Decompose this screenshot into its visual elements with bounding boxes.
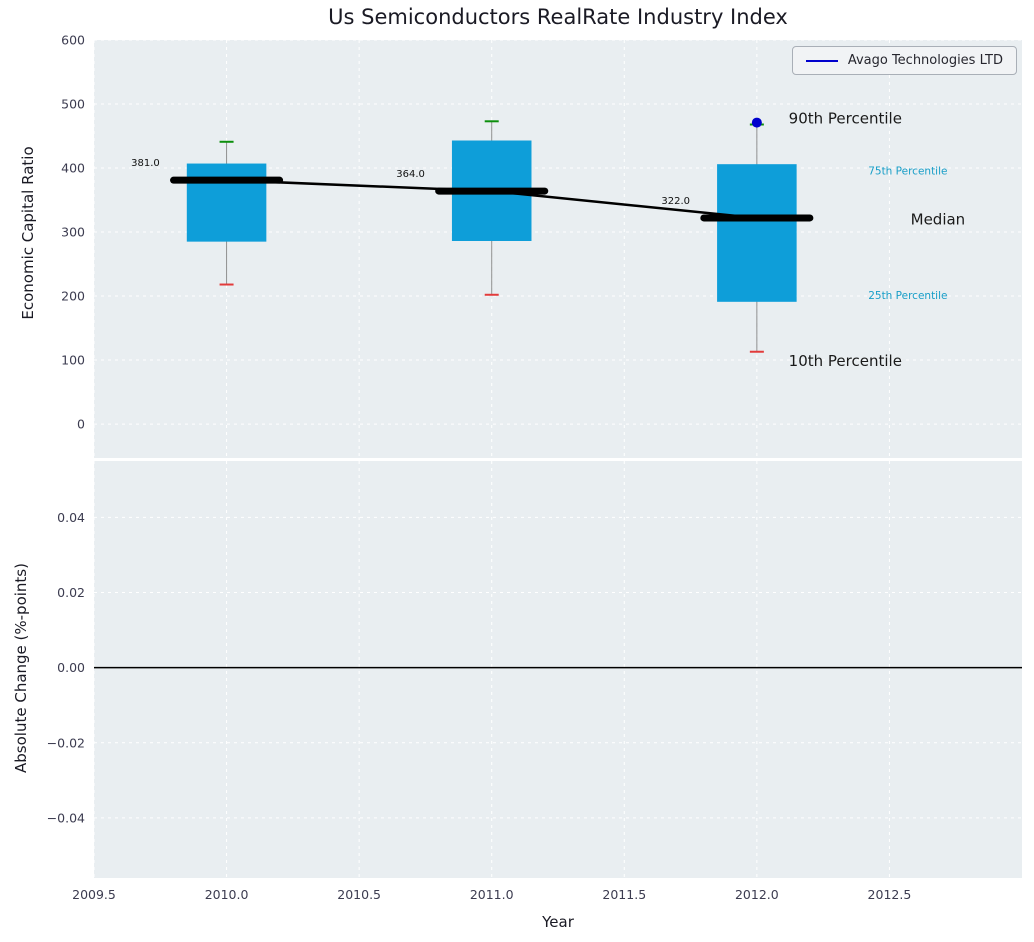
x-tick-label: 2012.0	[735, 887, 779, 902]
y-tick-label-bottom: −0.04	[47, 810, 85, 825]
y-tick-label-bottom: 0.04	[57, 510, 85, 525]
y-tick-label-bottom: 0.00	[57, 660, 85, 675]
box-iqr	[186, 163, 267, 242]
y-tick-label-top: 0	[77, 417, 85, 432]
legend-line-sample-icon	[805, 59, 838, 62]
percentile-annotation: 90th Percentile	[789, 109, 902, 127]
x-tick-label: 2011.5	[602, 887, 646, 902]
y-tick-label-top: 400	[61, 161, 85, 176]
y-axis-label-bottom: Absolute Change (%-points)	[12, 563, 30, 773]
x-tick-label: 2012.5	[868, 887, 912, 902]
y-tick-label-top: 500	[61, 97, 85, 112]
percentile-annotation: Median	[911, 210, 966, 228]
median-value-label: 364.0	[396, 169, 425, 180]
y-tick-label-bottom: −0.02	[47, 735, 85, 750]
percentile-annotation: 75th Percentile	[868, 165, 947, 177]
y-tick-label-top: 600	[61, 33, 85, 48]
legend: Avago Technologies LTD	[791, 46, 1017, 75]
x-axis-label: Year	[542, 913, 574, 931]
x-tick-label: 2009.5	[72, 887, 116, 902]
y-tick-label-top: 200	[61, 289, 85, 304]
y-tick-label-top: 300	[61, 225, 85, 240]
y-axis-label-top: Economic Capital Ratio	[19, 146, 37, 320]
box-iqr	[717, 164, 797, 302]
y-tick-label-top: 100	[61, 353, 85, 368]
y-tick-label-bottom: 0.02	[57, 585, 85, 600]
median-value-label: 322.0	[661, 196, 690, 207]
top-panel	[94, 40, 1022, 458]
x-tick-label: 2011.0	[470, 887, 514, 902]
bottom-panel	[94, 461, 1022, 878]
legend-label: Avago Technologies LTD	[847, 53, 1003, 68]
x-tick-label: 2010.0	[205, 887, 249, 902]
x-tick-label: 2010.5	[337, 887, 381, 902]
percentile-annotation: 10th Percentile	[789, 352, 902, 370]
median-value-label: 381.0	[131, 158, 160, 169]
company-point	[751, 117, 762, 128]
chart-title: Us Semiconductors RealRate Industry Inde…	[328, 5, 788, 29]
percentile-annotation: 25th Percentile	[868, 290, 947, 302]
